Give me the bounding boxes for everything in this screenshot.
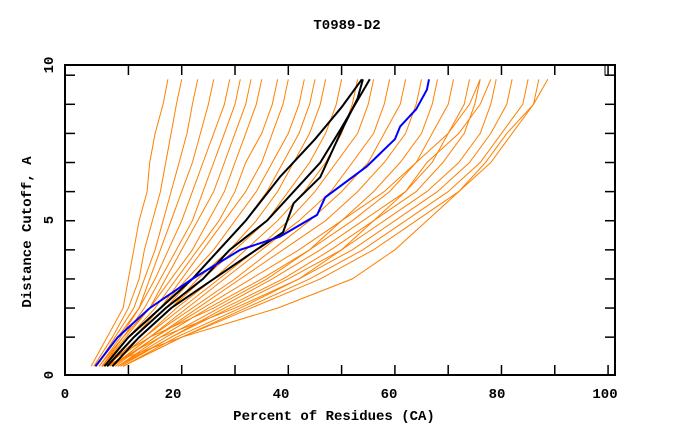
model-line-28 [101, 79, 549, 367]
x-tick-label: 0 [61, 387, 69, 403]
model-line-24 [120, 79, 497, 367]
x-axis-label: Percent of Residues (CA) [233, 409, 435, 425]
x-tick-label: 100 [592, 387, 617, 403]
model-line-17 [112, 79, 391, 367]
model-line-7 [101, 79, 252, 367]
y-tick-label: 10 [42, 57, 58, 74]
model-line-5 [98, 79, 231, 367]
model-line-22 [117, 79, 470, 367]
highlight-black-line-2 [106, 78, 371, 367]
legend-box [604, 64, 616, 76]
model-line-3 [95, 79, 199, 367]
model-line-4 [95, 79, 215, 367]
y-tick-label: 0 [42, 371, 58, 379]
chart-title: T0989-D2 [313, 18, 380, 34]
x-tick-label: 20 [165, 387, 182, 403]
axes-layer [64, 64, 616, 376]
model-line-26 [122, 79, 529, 367]
model-line-11 [104, 79, 305, 367]
model-line-18 [112, 79, 407, 367]
x-tick-label: 40 [273, 387, 290, 403]
model-line-29 [101, 79, 481, 367]
tick-labels: 0 20 40 60 80 100 0 5 10 [42, 57, 618, 403]
x-tick-label: 80 [489, 387, 506, 403]
model-line-9 [101, 79, 279, 367]
model-line-1 [90, 79, 169, 367]
model-line-19 [112, 79, 422, 367]
y-tick-label: 5 [42, 216, 58, 224]
model-line-25 [122, 79, 513, 367]
x-tick-label: 60 [381, 387, 398, 403]
highlight-black-line-1 [103, 78, 363, 367]
model-line-8 [101, 79, 263, 367]
highlight-black-line-3 [111, 79, 364, 367]
model-line-2 [93, 79, 183, 367]
series-layer [90, 78, 549, 367]
model-line-30 [106, 79, 492, 367]
model-line-27 [122, 79, 540, 367]
y-axis-label: Distance Cutoff, A [20, 156, 36, 308]
highlight-blue-line [94, 79, 430, 367]
model-line-6 [98, 79, 241, 367]
